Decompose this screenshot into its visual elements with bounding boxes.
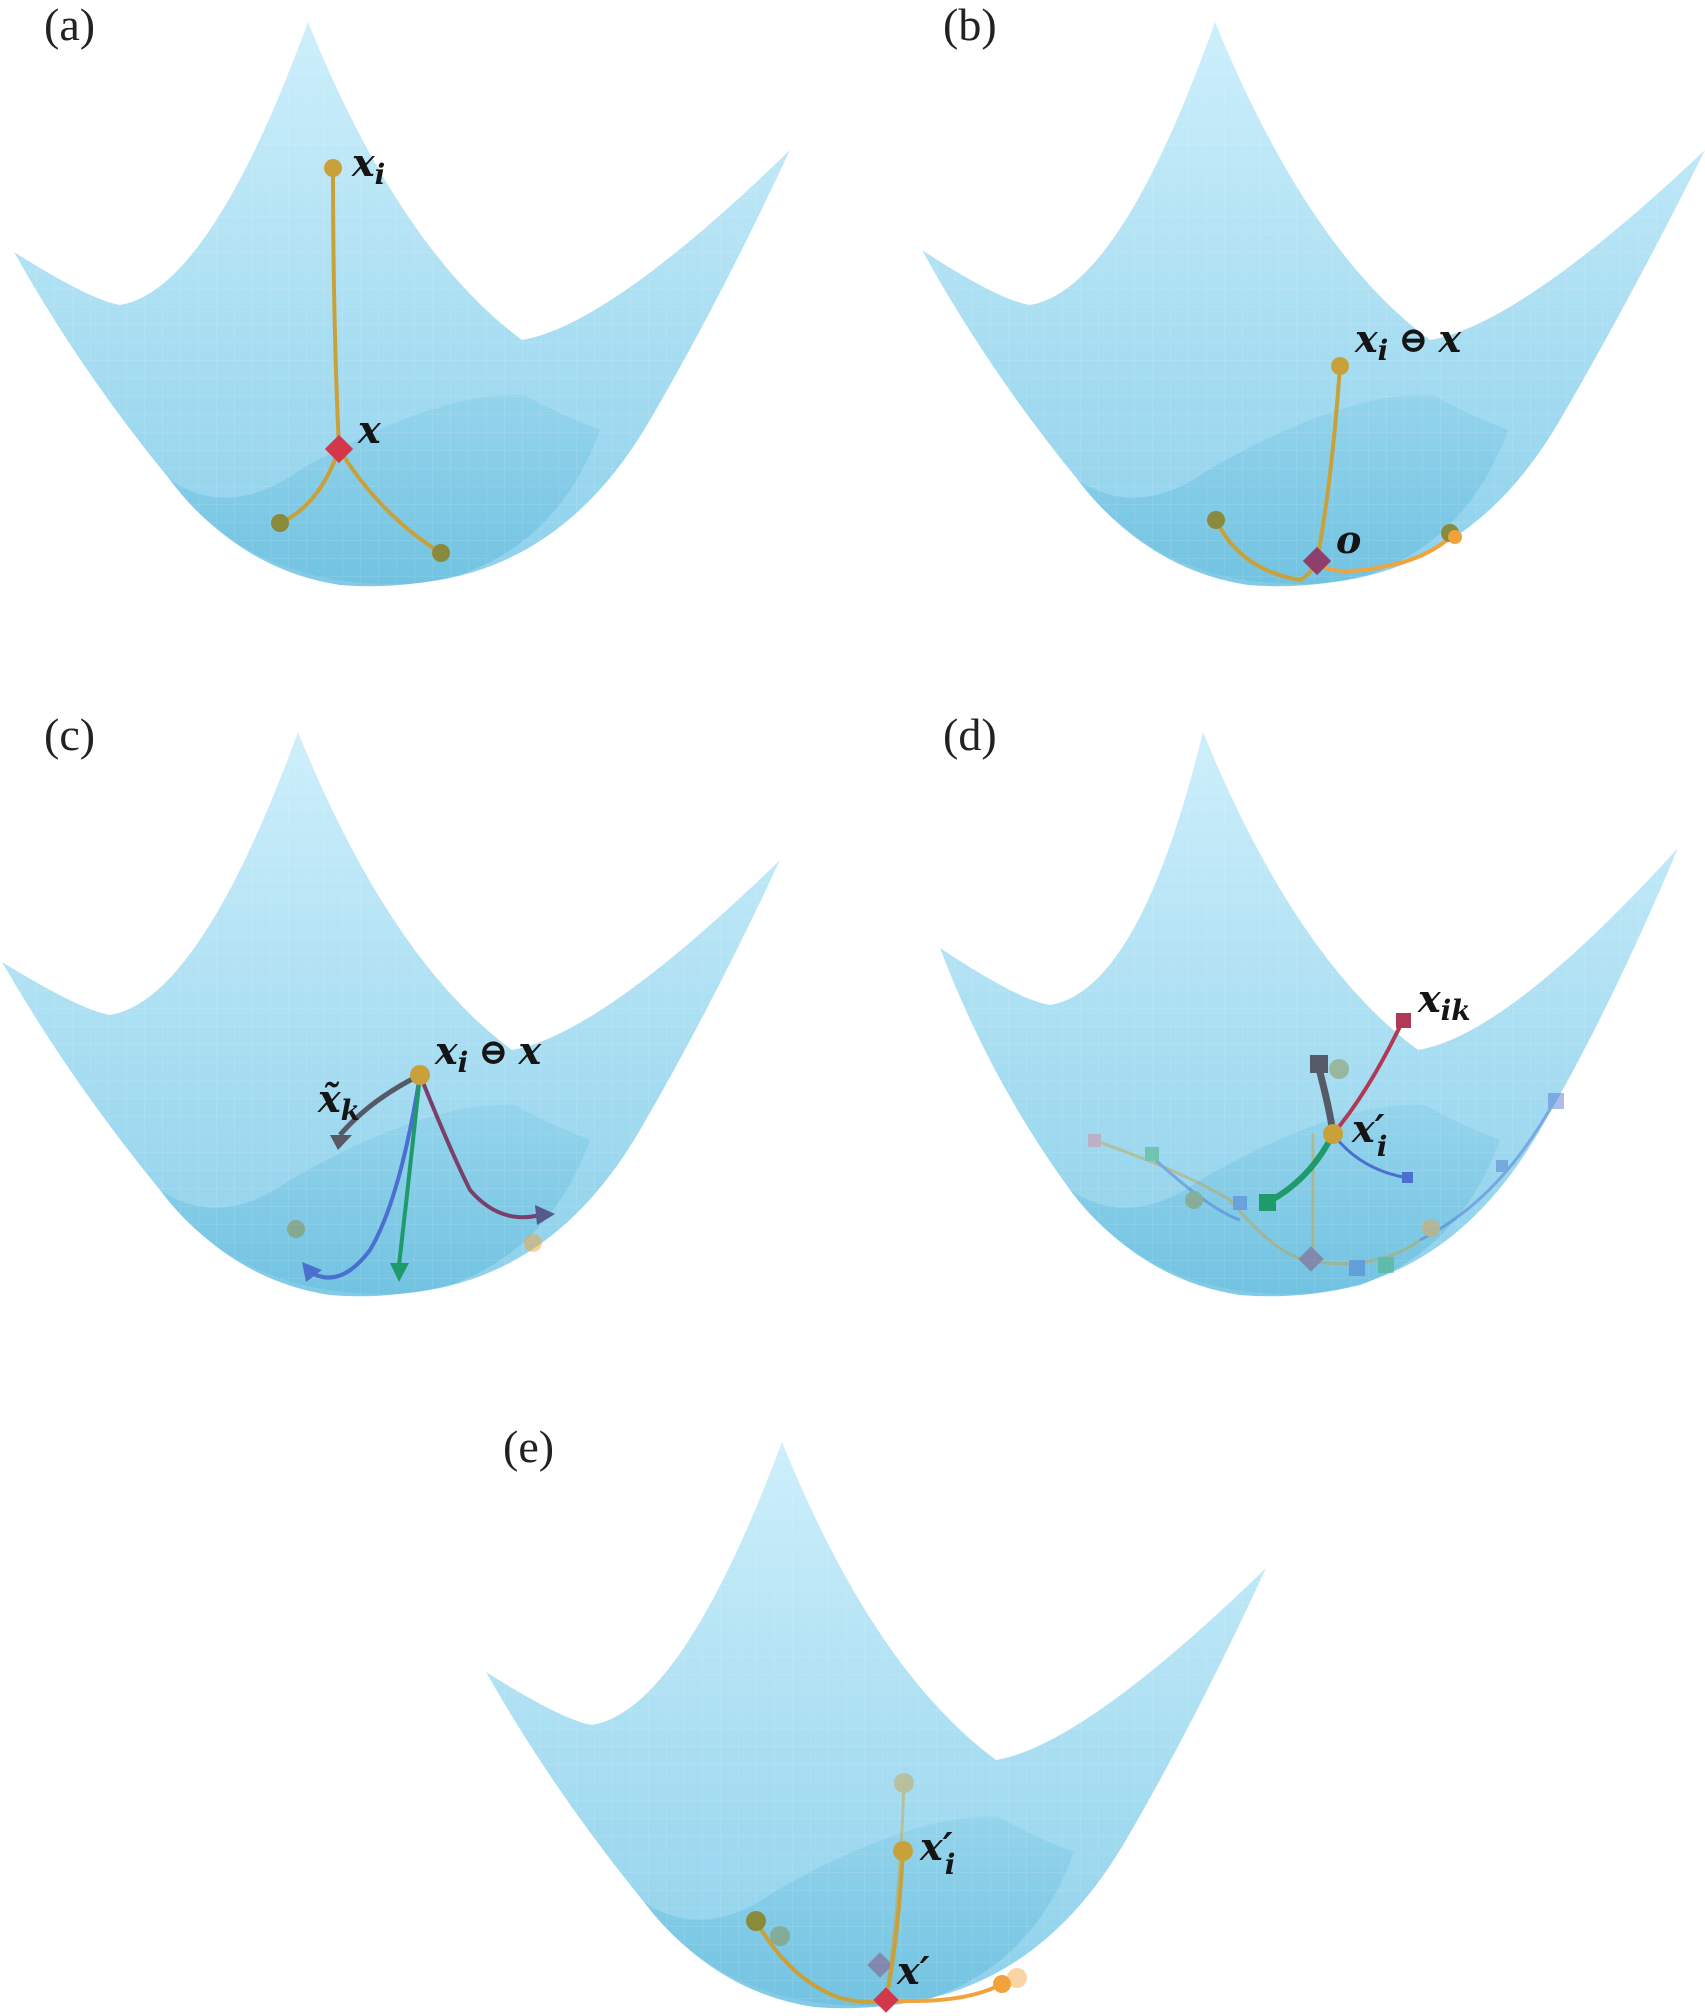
label-c-lhs-sub: i	[458, 1046, 469, 1079]
curve-origin-right	[1315, 534, 1454, 573]
label-d-xi-prime-sub: i	[1377, 1130, 1388, 1163]
label-origin: o	[1336, 517, 1361, 562]
paraboloid-surface-b	[922, 22, 1705, 587]
curve-to-xik	[1331, 1019, 1405, 1136]
curve-x-right	[337, 447, 443, 555]
label-xik: xik	[1417, 976, 1471, 1027]
arrowhead-blue	[302, 1262, 322, 1282]
point-right-b-orange	[1448, 530, 1462, 544]
label-xk-sub: k	[341, 1094, 360, 1127]
label-xi-sub: i	[375, 158, 386, 191]
panel-e-label: (e)	[503, 1421, 554, 1472]
label-x-prime: x′	[896, 1948, 930, 1993]
point-right	[432, 544, 450, 562]
point-xi	[324, 159, 342, 177]
label-xk-main: x̃	[317, 1076, 342, 1121]
panel-b-label: (b)	[943, 0, 997, 50]
point-xi-prime-e	[893, 1841, 913, 1861]
label-xi-minus-x-b: xi ⊖ x	[1354, 316, 1462, 367]
arrow-tangent-gray	[338, 1072, 422, 1137]
point-left-b	[1207, 511, 1225, 529]
panel-c: (c) xi ⊖ x x̃k	[2, 709, 780, 1297]
arrowhead-green	[390, 1263, 409, 1282]
label-xi-prime-d: x′i	[1351, 1106, 1387, 1163]
marker-xik	[1396, 1013, 1411, 1028]
label-e-xi-prime-main: x′	[919, 1824, 953, 1869]
curve-xi-prime-to-x-prime	[884, 1850, 905, 2001]
arrowhead-gray	[330, 1135, 352, 1150]
paraboloid-surface-a	[14, 22, 790, 587]
marker-origin	[1302, 546, 1332, 576]
label-e-xi-prime-sub: i	[945, 1848, 956, 1881]
label-xk: x̃k	[317, 1076, 360, 1127]
point-left	[271, 514, 289, 532]
label-d-xi-prime-main: x′	[1351, 1106, 1385, 1151]
curve-e-left	[754, 1920, 887, 2005]
panel-b: (b) xi ⊖ x o	[922, 0, 1705, 587]
marker-dark	[1310, 1055, 1328, 1073]
arrow-tangent-green	[397, 1074, 422, 1266]
panel-d: (d)	[940, 709, 1678, 1297]
label-c-lhs: x	[434, 1028, 459, 1073]
marker-blue	[1402, 1172, 1413, 1183]
paraboloid-surface-e	[486, 1442, 1266, 2009]
faded-point-right-c	[524, 1234, 542, 1252]
point-right-e	[993, 1975, 1011, 1993]
point-xi-minus-x	[1331, 357, 1349, 375]
label-b-rhs: x	[1437, 316, 1462, 361]
panel-a-label: (a)	[44, 0, 95, 50]
label-xik-main: x	[1417, 976, 1442, 1021]
label-xik-sub: ik	[1441, 994, 1471, 1027]
label-xi-main: x	[351, 140, 376, 185]
label-c-rhs: x	[517, 1028, 542, 1073]
marker-green	[1259, 1194, 1276, 1211]
label-c-op: ⊖	[478, 1031, 508, 1073]
paraboloid-surface-c	[2, 732, 780, 1297]
curve-x-left	[279, 448, 341, 525]
panel-d-label: (d)	[943, 709, 997, 760]
curve-xi-to-x	[331, 167, 341, 450]
curve-e-right	[885, 1983, 1001, 2003]
point-left-e	[746, 1911, 766, 1931]
marker-x	[324, 434, 354, 464]
panel-c-label: (c)	[44, 709, 95, 760]
label-xi-minus-x-c: xi ⊖ x	[434, 1028, 542, 1079]
label-b-lhs-sub: i	[1378, 334, 1389, 367]
arrowhead-crimson	[535, 1205, 555, 1225]
panel-a: (a) xi x	[14, 0, 790, 587]
arrow-tangent-crimson	[418, 1074, 541, 1220]
label-b-op: ⊖	[1398, 319, 1428, 361]
label-xi: xi	[351, 140, 385, 191]
label-xi-prime-e: x′i	[919, 1824, 955, 1881]
label-x-a: x	[357, 407, 382, 452]
paraboloid-surface-d	[940, 732, 1678, 1297]
point-xi-prime-d	[1323, 1124, 1343, 1144]
point-xi-minus-x-c	[410, 1065, 430, 1085]
arrow-tangent-blue	[308, 1074, 422, 1280]
label-b-lhs: x	[1354, 316, 1379, 361]
faded-point-left-c	[287, 1220, 305, 1238]
panel-e: (e) x′i x′	[486, 1421, 1266, 2013]
curve-xi-minus-x-to-origin	[1315, 365, 1342, 562]
curve-to-green-marker	[1266, 1132, 1336, 1205]
